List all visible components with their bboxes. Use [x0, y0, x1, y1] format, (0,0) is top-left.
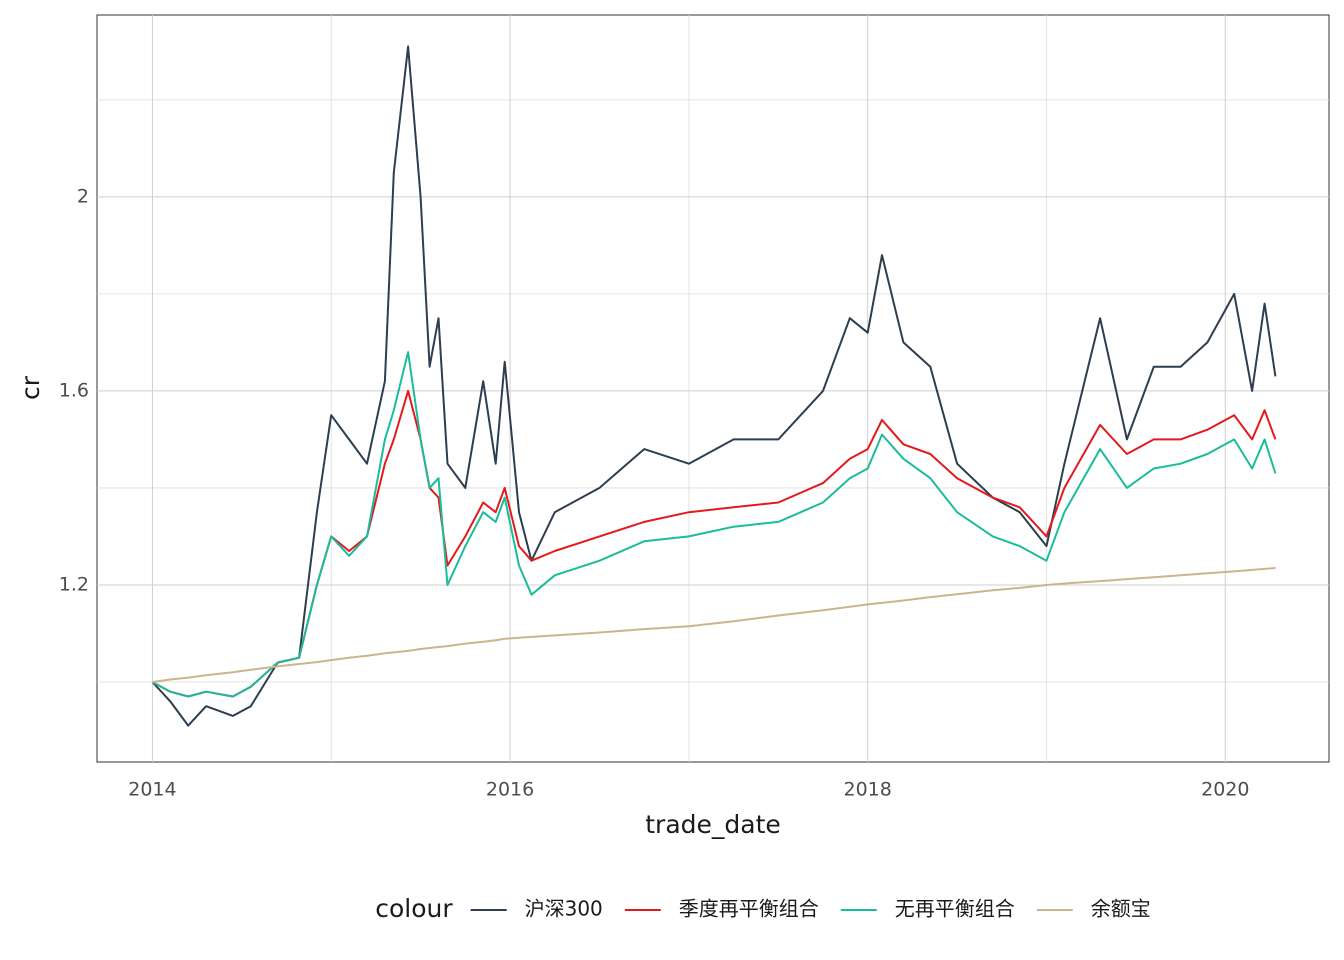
y-tick-label: 2	[77, 185, 89, 207]
legend-label: 季度再平衡组合	[679, 897, 819, 921]
x-tick-label: 2016	[486, 779, 534, 801]
series-line	[151, 351, 1277, 698]
legend-label: 沪深300	[525, 897, 603, 921]
legend-title: colour	[375, 894, 453, 923]
panel-border	[96, 14, 1330, 763]
x-axis-title: trade_date	[645, 810, 781, 839]
series-line	[151, 45, 1277, 727]
series-line	[151, 389, 1277, 698]
x-tick-label: 2020	[1201, 779, 1249, 801]
legend-label: 无再平衡组合	[895, 897, 1015, 921]
y-axis-title: cr	[16, 375, 45, 400]
y-tick-label: 1.6	[59, 379, 89, 401]
x-tick-label: 2014	[128, 779, 176, 801]
y-tick-label: 1.2	[59, 573, 89, 595]
series-line	[152, 567, 1276, 683]
legend-label: 余额宝	[1091, 897, 1151, 921]
x-tick-label: 2018	[843, 779, 891, 801]
